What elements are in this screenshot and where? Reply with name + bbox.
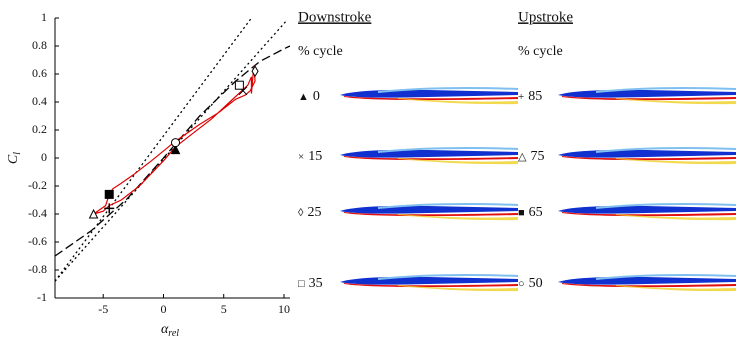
row-symbol: □ (298, 278, 305, 290)
marker (171, 138, 181, 148)
flow-image (337, 142, 519, 170)
flow-image (555, 82, 737, 110)
row-symbol: × (298, 151, 304, 163)
marker (234, 80, 244, 90)
y-tick-label: 0 (41, 150, 47, 164)
series-line (55, 20, 287, 282)
row-symbol: ◊ (298, 207, 304, 219)
row-label: +85 (518, 89, 542, 104)
row-label: □ 35 (298, 276, 323, 291)
y-tick-label: -0.8 (28, 262, 47, 276)
x-tick-label: 10 (278, 302, 290, 316)
marker (104, 189, 114, 199)
row-value: 25 (307, 205, 321, 220)
panel-heading: Downstroke (298, 9, 372, 25)
x-tick-label: 0 (160, 302, 166, 316)
series-line (55, 17, 252, 282)
y-axis-label: Cl (6, 152, 23, 164)
row-value: 50 (529, 276, 543, 291)
row-symbol: + (518, 91, 524, 103)
row-label: △ 75 (518, 149, 544, 164)
row-value: 75 (530, 149, 544, 164)
y-tick-label: 0.4 (32, 94, 47, 108)
y-tick-label: 0.2 (32, 122, 47, 136)
flow-image (555, 269, 737, 297)
x-tick-label: 5 (221, 302, 227, 316)
series-line (55, 45, 290, 257)
panel-heading: Upstroke (518, 9, 573, 25)
marker (104, 203, 115, 214)
x-axis-label-main: α (161, 322, 169, 337)
flow-image (337, 198, 519, 226)
y-axis-label-sub: l (12, 152, 23, 155)
y-tick-label: -0.2 (28, 178, 47, 192)
row-label: ■ 65 (518, 205, 543, 220)
y-tick-label: -0.6 (28, 234, 47, 248)
row-value: 0 (313, 89, 320, 104)
row-symbol: ▲ (298, 91, 309, 103)
y-tick-label: -1 (37, 290, 47, 304)
row-value: 85 (528, 89, 542, 104)
flow-image (555, 198, 737, 226)
flow-image (555, 142, 737, 170)
x-axis-label: αrel (161, 322, 179, 339)
chart: -1 -0.8 -0.6 -0.4 -0.2 0 0.2 0.4 0.6 0.8 1 -5 0 5 10 αr… (6, 10, 290, 339)
x-axis-label-sub: rel (168, 328, 179, 339)
y-tick-label: 1 (41, 10, 47, 24)
flow-image (337, 82, 519, 110)
series-line (93, 65, 256, 215)
row-value: 15 (308, 149, 322, 164)
y-tick-label: 0.8 (32, 38, 47, 52)
row-symbol: ○ (518, 278, 525, 290)
row-symbol: △ (518, 151, 527, 163)
marker (88, 208, 99, 219)
row-value: 65 (529, 205, 543, 220)
plot-area (55, 17, 290, 282)
row-label: ◊ 25 (298, 205, 321, 220)
marker (251, 65, 259, 78)
panel-caption: % cycle (518, 44, 563, 59)
row-symbol: ■ (518, 207, 525, 219)
panel-caption: % cycle (298, 44, 343, 59)
row-label: ▲ 0 (298, 89, 320, 104)
y-tick-label: -0.4 (28, 206, 47, 220)
x-tick-label: -5 (98, 302, 108, 316)
row-label: ○ 50 (518, 276, 543, 291)
marker (170, 144, 181, 155)
row-value: 35 (309, 276, 323, 291)
y-tick-label: 0.6 (32, 66, 47, 80)
flow-image (337, 269, 519, 297)
y-axis-label-main: C (6, 154, 21, 164)
row-label: × 15 (298, 149, 322, 164)
